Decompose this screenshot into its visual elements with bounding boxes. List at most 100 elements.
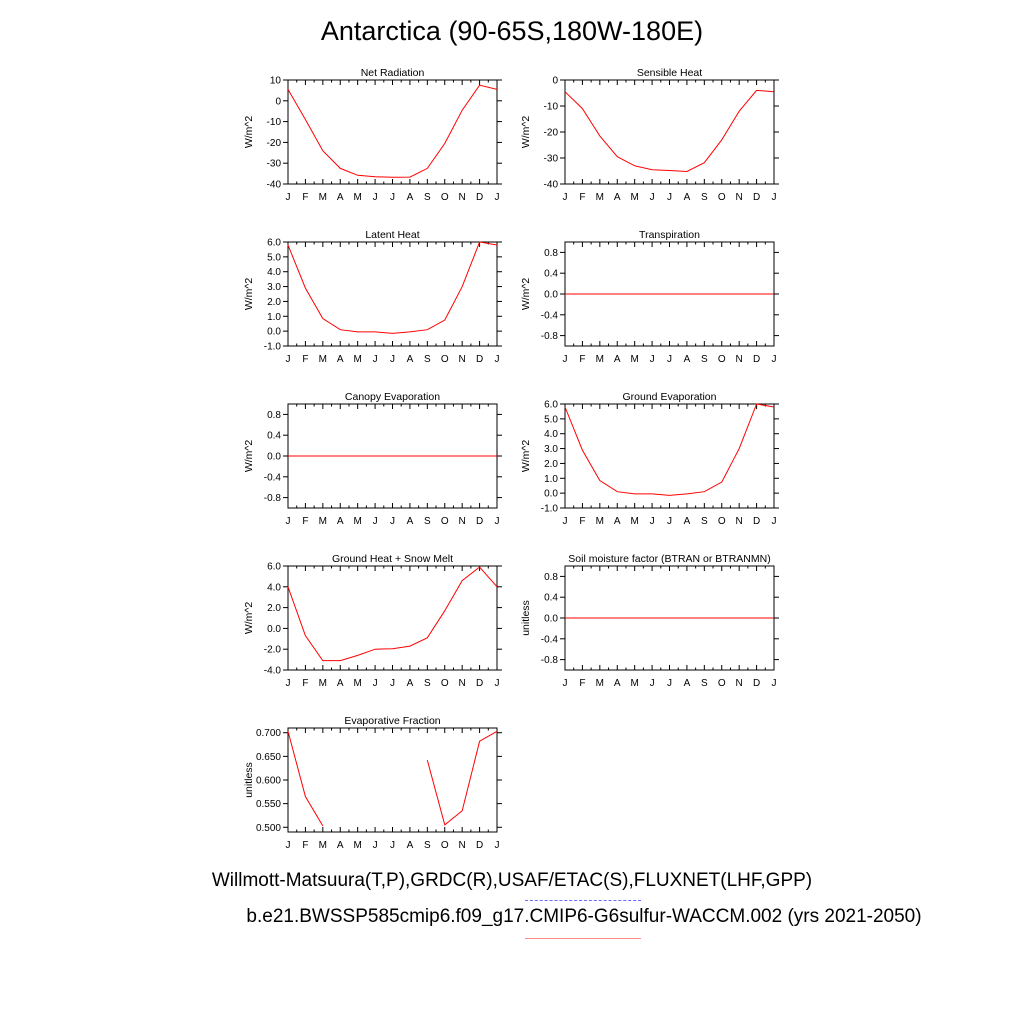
x-tick-label: A: [684, 678, 691, 689]
x-tick-label: N: [736, 354, 743, 365]
x-tick-label: J: [563, 354, 568, 365]
x-tick-label: J: [772, 678, 777, 689]
x-tick-label: D: [476, 840, 483, 851]
series-line: [426, 730, 498, 826]
x-tick-label: M: [353, 678, 361, 689]
x-tick-label: A: [337, 192, 344, 203]
x-tick-label: J: [495, 840, 500, 851]
panel-title: Latent Heat: [365, 229, 419, 241]
x-tick-label: J: [563, 678, 568, 689]
x-tick-label: M: [630, 678, 638, 689]
series-line: [564, 403, 775, 496]
y-tick-label: -30: [267, 159, 282, 170]
series-line: [287, 84, 498, 178]
x-tick-label: A: [614, 516, 621, 527]
x-tick-label: S: [701, 192, 708, 203]
x-tick-label: J: [286, 678, 291, 689]
x-tick-label: M: [353, 354, 361, 365]
x-tick-label: S: [424, 516, 431, 527]
y-tick-label: -0.8: [264, 493, 282, 504]
y-tick-label: 6.0: [267, 562, 281, 573]
y-axis-label: W/m^2: [243, 278, 255, 311]
x-tick-label: J: [390, 516, 395, 527]
y-tick-label: 0.0: [544, 614, 558, 625]
y-tick-label: 0.700: [256, 728, 281, 739]
plot-frame: [564, 403, 775, 509]
footer-case-name: b.e21.BWSSP585cmip6.f09_g17.CMIP6-G6sulf…: [246, 906, 922, 927]
x-tick-label: A: [614, 678, 621, 689]
x-tick-label: M: [319, 516, 327, 527]
x-tick-label: M: [596, 354, 604, 365]
y-tick-label: -20: [267, 138, 282, 149]
x-tick-label: A: [337, 516, 344, 527]
plot-frame: [287, 79, 498, 185]
plot-frame: [287, 727, 498, 833]
x-tick-label: S: [424, 840, 431, 851]
x-tick-label: J: [373, 354, 378, 365]
x-tick-label: J: [373, 840, 378, 851]
panel-title: Sensible Heat: [637, 67, 702, 79]
x-tick-label: F: [579, 192, 585, 203]
y-tick-label: 1.0: [544, 474, 558, 485]
y-tick-label: 0.4: [267, 431, 281, 442]
x-tick-label: M: [630, 354, 638, 365]
x-tick-label: J: [495, 354, 500, 365]
x-tick-label: O: [718, 354, 726, 365]
panel-title: Net Radiation: [361, 67, 425, 79]
panel-4: J F M A M J J A S O N D J0.80.40.0-0.4-0.8Transpirat…: [520, 229, 779, 365]
y-tick-label: 4.0: [267, 267, 281, 278]
x-tick-label: J: [286, 516, 291, 527]
y-tick-label: 0: [552, 76, 558, 87]
x-tick-label: S: [424, 192, 431, 203]
x-tick-label: J: [495, 678, 500, 689]
panel-title: Ground Heat + Snow Melt: [332, 553, 453, 565]
panel-6: J F M A M J J A S O N D J6.05.04.03.02.01.00.0-1.0Gr…: [520, 391, 779, 527]
x-tick-label: S: [424, 354, 431, 365]
x-tick-label: A: [407, 516, 414, 527]
y-tick-label: 3.0: [544, 444, 558, 455]
panel-9: J F M A M J J A S O N D J0.7000.6500.6000.5500.500Ev…: [243, 715, 502, 851]
x-tick-label: O: [441, 354, 449, 365]
x-tick-label: D: [753, 354, 760, 365]
series-line: [287, 241, 498, 334]
y-tick-label: 0.0: [267, 327, 281, 338]
y-tick-label: 0.0: [544, 489, 558, 500]
y-tick-label: 0.0: [267, 624, 281, 635]
y-tick-label: -0.4: [541, 310, 559, 321]
x-tick-label: A: [614, 192, 621, 203]
series-line: [287, 566, 498, 662]
y-tick-label: 0.500: [256, 823, 281, 834]
y-tick-label: 10: [270, 76, 282, 87]
y-tick-label: 6.0: [267, 238, 281, 249]
x-tick-label: A: [684, 516, 691, 527]
x-tick-label: D: [753, 192, 760, 203]
y-axis-label: unitless: [243, 762, 255, 798]
y-tick-label: -2.0: [264, 645, 282, 656]
y-tick-label: -4.0: [264, 666, 282, 677]
x-tick-label: N: [736, 678, 743, 689]
panel-title: Evaporative Fraction: [344, 715, 440, 727]
x-tick-label: J: [373, 678, 378, 689]
x-tick-label: A: [337, 354, 344, 365]
x-tick-label: A: [337, 678, 344, 689]
x-tick-label: O: [441, 840, 449, 851]
y-axis-label: W/m^2: [243, 440, 255, 473]
x-tick-label: F: [579, 678, 585, 689]
y-tick-label: 2.0: [544, 459, 558, 470]
x-tick-label: J: [286, 192, 291, 203]
x-tick-label: N: [459, 678, 466, 689]
y-tick-label: 0.4: [544, 269, 558, 280]
x-tick-label: J: [667, 678, 672, 689]
y-tick-label: 3.0: [267, 282, 281, 293]
y-tick-label: -40: [544, 180, 559, 191]
y-axis-label: W/m^2: [243, 116, 255, 149]
x-tick-label: D: [476, 192, 483, 203]
x-tick-label: J: [373, 516, 378, 527]
x-tick-label: J: [667, 354, 672, 365]
y-tick-label: -10: [267, 117, 282, 128]
y-tick-label: 0.0: [267, 452, 281, 463]
x-tick-label: S: [701, 354, 708, 365]
